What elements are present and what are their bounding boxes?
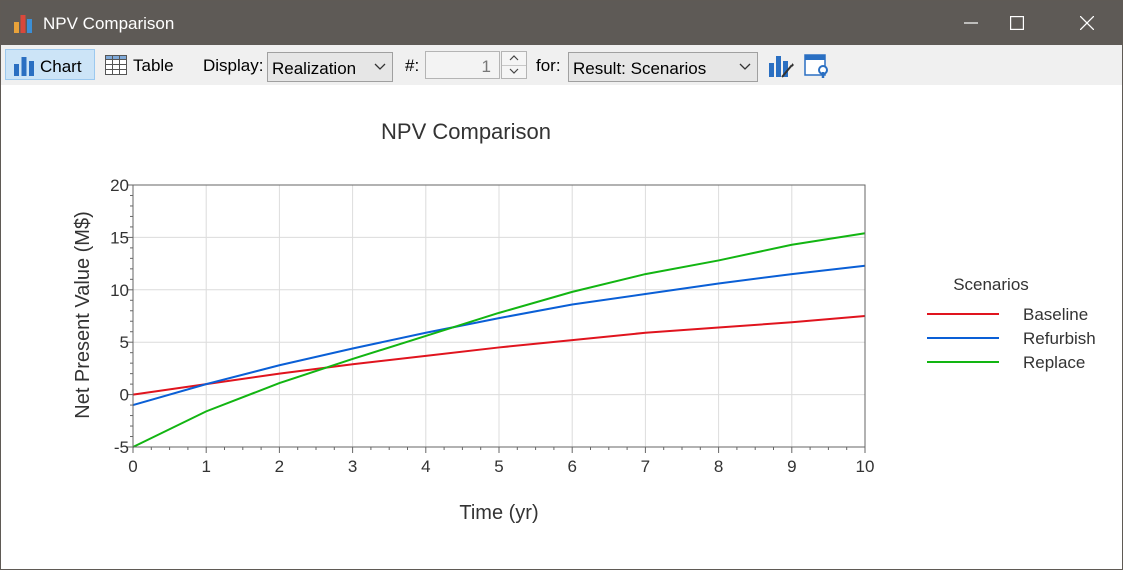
- x-tick-label: 7: [641, 457, 650, 476]
- window-title: NPV Comparison: [43, 14, 175, 33]
- x-tick-label: 5: [494, 457, 503, 476]
- chevron-down-icon: [374, 63, 386, 70]
- bar-chart-app-icon: [14, 15, 32, 33]
- x-tick-label: 9: [787, 457, 796, 476]
- spin-down-button[interactable]: [502, 65, 526, 78]
- chart-view-button[interactable]: Chart: [5, 49, 95, 80]
- legend-label-refurbish: Refurbish: [1023, 329, 1096, 348]
- window-settings-button[interactable]: [804, 53, 830, 79]
- x-tick-label: 6: [567, 457, 576, 476]
- display-select[interactable]: Realization: [267, 52, 393, 82]
- close-button[interactable]: [1064, 1, 1110, 45]
- y-tick-label: 10: [110, 281, 129, 300]
- x-tick-label: 4: [421, 457, 430, 476]
- realization-number-input[interactable]: 1: [425, 51, 500, 79]
- result-select[interactable]: Result: Scenarios: [568, 52, 758, 82]
- x-axis-label: Time (yr): [459, 502, 538, 524]
- chevron-up-icon: [509, 55, 519, 61]
- chart-view-label: Chart: [40, 57, 82, 76]
- y-tick-label: 15: [110, 228, 129, 247]
- chart-settings-button[interactable]: [768, 53, 794, 79]
- y-axis-label: Net Present Value (M$): [72, 211, 94, 419]
- y-tick-label: 20: [110, 176, 129, 195]
- for-label: for:: [536, 56, 561, 75]
- maximize-button[interactable]: [994, 1, 1040, 45]
- chevron-down-icon: [739, 63, 751, 70]
- chart-grid: [132, 184, 866, 448]
- legend-title: Scenarios: [953, 275, 1029, 294]
- series-line-replace: [132, 232, 866, 448]
- x-tick-label: 3: [348, 457, 357, 476]
- x-tick-label: 2: [275, 457, 284, 476]
- x-tick-label: 10: [856, 457, 875, 476]
- realization-number-value: 1: [481, 57, 491, 76]
- bar-chart-icon: [14, 57, 34, 76]
- chart-series: [132, 232, 866, 448]
- toolbar: Chart Table: [1, 45, 1122, 85]
- title-bar: NPV Comparison: [1, 1, 1122, 45]
- result-select-value: Result: Scenarios: [573, 59, 707, 78]
- x-tick-label: 0: [128, 457, 137, 476]
- legend-label-replace: Replace: [1023, 353, 1085, 372]
- chart-settings-icon: [769, 56, 794, 78]
- close-icon: [1080, 16, 1094, 30]
- chevron-down-icon: [509, 68, 519, 74]
- display-label: Display:: [203, 56, 264, 75]
- table-view-label: Table: [133, 56, 174, 75]
- maximize-icon: [1010, 16, 1024, 30]
- y-tick-label: 5: [120, 333, 129, 352]
- chart-title: NPV Comparison: [381, 119, 551, 144]
- x-tick-label: 8: [714, 457, 723, 476]
- series-line-baseline: [132, 315, 866, 396]
- chart-legend: Baseline Refurbish Replace: [927, 305, 1096, 372]
- series-line-refurbish: [132, 264, 866, 407]
- table-icon: [105, 55, 127, 75]
- realization-spinner: [501, 51, 527, 79]
- display-select-value: Realization: [272, 59, 357, 78]
- y-tick-label: 0: [120, 386, 129, 405]
- plot-frame: [132, 184, 866, 448]
- minimize-icon: [964, 22, 978, 24]
- x-tick-label: 1: [201, 457, 210, 476]
- minimize-button[interactable]: [948, 1, 994, 45]
- window-settings-icon: [804, 54, 828, 78]
- legend-label-baseline: Baseline: [1023, 305, 1088, 324]
- table-view-button[interactable]: Table: [103, 49, 183, 80]
- y-tick-label: -5: [114, 438, 129, 457]
- number-label: #:: [405, 56, 420, 75]
- spin-up-button[interactable]: [502, 52, 526, 66]
